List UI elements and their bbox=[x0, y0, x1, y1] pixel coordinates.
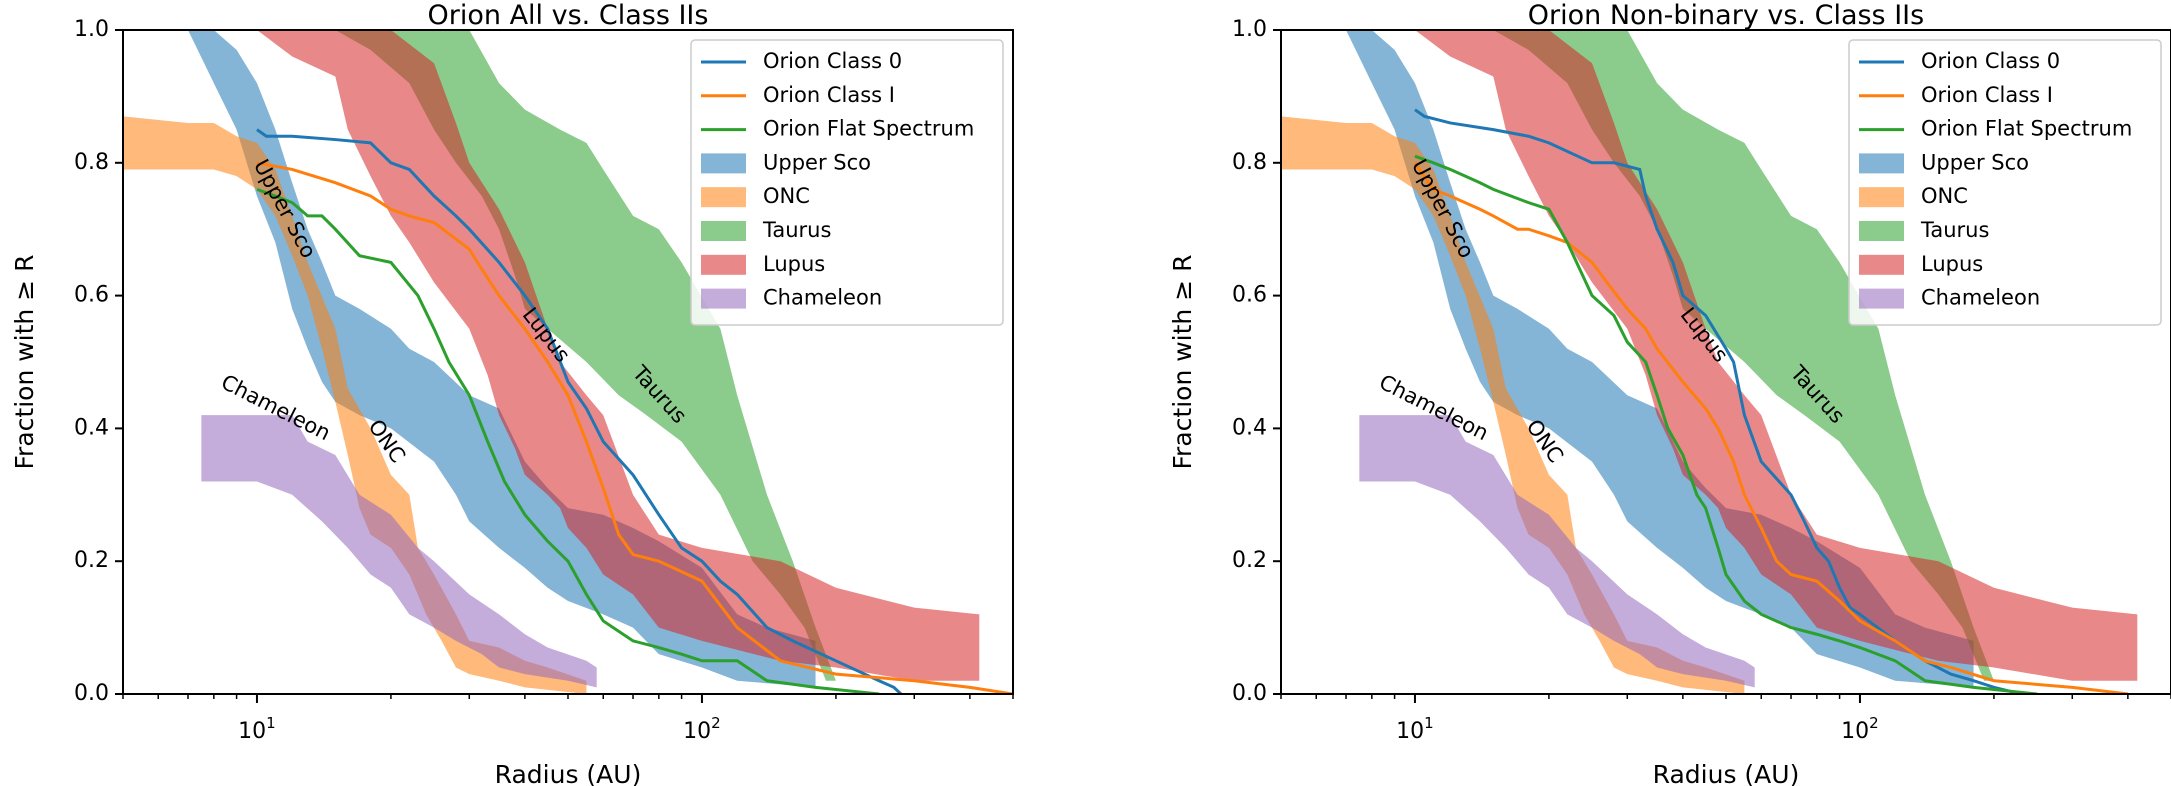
legend-swatch-upper-sco bbox=[1859, 153, 1904, 174]
line-orion-class-i bbox=[1413, 161, 2129, 694]
x-tick-exponent: 1 bbox=[1424, 714, 1434, 732]
x-tick-base: 10 bbox=[1841, 719, 1869, 744]
legend-label-lupus: Lupus bbox=[763, 252, 825, 276]
y-tick-label: 0.6 bbox=[1232, 283, 1267, 308]
legend-label-orion-class-i: Orion Class I bbox=[1921, 83, 2053, 107]
legend-swatch-chameleon bbox=[1859, 288, 1904, 309]
band-taurus bbox=[335, 30, 836, 681]
y-axis-label: Fraction with ≥ R bbox=[10, 255, 39, 470]
y-tick-label: 0.6 bbox=[74, 283, 109, 308]
panel-orion-non-binary: Orion Non-binary vs. Class IIs Radius (A… bbox=[1168, 0, 2171, 786]
line-orion-flat-spectrum bbox=[1414, 154, 2038, 694]
y-tick-label: 0.2 bbox=[1232, 548, 1267, 573]
legend: Orion Class 0 Orion Class I Orion Flat Spe… bbox=[1848, 39, 2162, 326]
y-tick-label: 0.2 bbox=[74, 548, 109, 573]
x-tick-label: 101 bbox=[238, 714, 276, 744]
legend-box bbox=[690, 39, 1004, 326]
legend-label-upper-sco: Upper Sco bbox=[763, 150, 871, 174]
legend-label-chameleon: Chameleon bbox=[1921, 286, 2040, 310]
legend-swatch-lupus bbox=[1859, 254, 1904, 275]
legend-label-lupus: Lupus bbox=[1921, 252, 1983, 276]
y-tick-label: 0.0 bbox=[74, 681, 109, 706]
band-chameleon bbox=[201, 415, 597, 688]
legend-swatch-onc bbox=[701, 187, 746, 208]
x-axis-label: Radius (AU) bbox=[1653, 760, 1800, 786]
x-tick-base: 10 bbox=[683, 719, 711, 744]
x-tick-label: 101 bbox=[1396, 714, 1434, 744]
legend-label-taurus: Taurus bbox=[1920, 218, 1989, 242]
legend-swatch-lupus bbox=[701, 254, 746, 275]
plot-area: Upper Sco ONC Chameleon Lupus Taurus 0.0 0.2 0.… bbox=[1232, 17, 2171, 744]
legend-swatch-taurus bbox=[1859, 221, 1904, 241]
legend-label-orion-flat-spectrum: Orion Flat Spectrum bbox=[1921, 117, 2132, 141]
band-lupus bbox=[1414, 30, 2138, 681]
legend-label-taurus: Taurus bbox=[762, 218, 831, 242]
y-tick-label: 0.0 bbox=[1232, 681, 1267, 706]
band-taurus bbox=[1493, 30, 1994, 681]
legend-label-onc: ONC bbox=[1921, 184, 1968, 208]
plot-area: Upper Sco ONC Chameleon Lupus Taurus 0.0 0.2 0.… bbox=[74, 17, 1014, 744]
legend: Orion Class 0 Orion Class I Orion Flat Spe… bbox=[690, 39, 1004, 326]
y-tick-label: 0.8 bbox=[74, 150, 109, 175]
chart-title: Orion Non-binary vs. Class IIs bbox=[1528, 0, 1924, 31]
panel-orion-all: Orion All vs. Class IIs Radius (AU) Frac… bbox=[10, 0, 1014, 786]
y-tick-label: 0.8 bbox=[1232, 150, 1267, 175]
legend-swatch-onc bbox=[1859, 187, 1904, 208]
legend-box bbox=[1848, 39, 2162, 326]
legend-label-chameleon: Chameleon bbox=[763, 286, 882, 310]
x-tick-base: 10 bbox=[238, 719, 266, 744]
line-orion-class-i bbox=[256, 161, 1013, 694]
x-axis-label: Radius (AU) bbox=[495, 760, 642, 786]
y-tick-label: 0.4 bbox=[1232, 415, 1267, 440]
band-onc bbox=[1281, 116, 1745, 694]
legend-label-onc: ONC bbox=[763, 184, 810, 208]
legend-swatch-chameleon bbox=[701, 288, 746, 309]
x-tick-label: 102 bbox=[1841, 714, 1879, 744]
x-tick-label: 102 bbox=[683, 714, 721, 744]
line-orion-flat-spectrum bbox=[256, 187, 880, 694]
legend-label-orion-class-0: Orion Class 0 bbox=[1921, 49, 2060, 73]
band-onc bbox=[123, 116, 587, 694]
x-tick-exponent: 1 bbox=[266, 714, 276, 732]
legend-swatch-upper-sco bbox=[701, 153, 746, 174]
y-axis-label: Fraction with ≥ R bbox=[1168, 255, 1197, 470]
band-chameleon bbox=[1359, 415, 1755, 688]
legend-label-orion-class-0: Orion Class 0 bbox=[763, 49, 902, 73]
legend-label-orion-flat-spectrum: Orion Flat Spectrum bbox=[763, 117, 974, 141]
y-tick-label: 0.4 bbox=[74, 415, 109, 440]
y-tick-label: 1.0 bbox=[1232, 17, 1267, 42]
legend-swatch-taurus bbox=[701, 221, 746, 241]
x-tick-exponent: 2 bbox=[1869, 714, 1879, 732]
y-tick-label: 1.0 bbox=[74, 17, 109, 42]
chart-title: Orion All vs. Class IIs bbox=[428, 0, 709, 31]
x-tick-base: 10 bbox=[1396, 719, 1424, 744]
line-orion-class-0 bbox=[256, 128, 902, 694]
legend-label-orion-class-i: Orion Class I bbox=[763, 83, 895, 107]
legend-label-upper-sco: Upper Sco bbox=[1921, 150, 2029, 174]
band-lupus bbox=[256, 30, 980, 681]
x-tick-exponent: 2 bbox=[711, 714, 721, 732]
